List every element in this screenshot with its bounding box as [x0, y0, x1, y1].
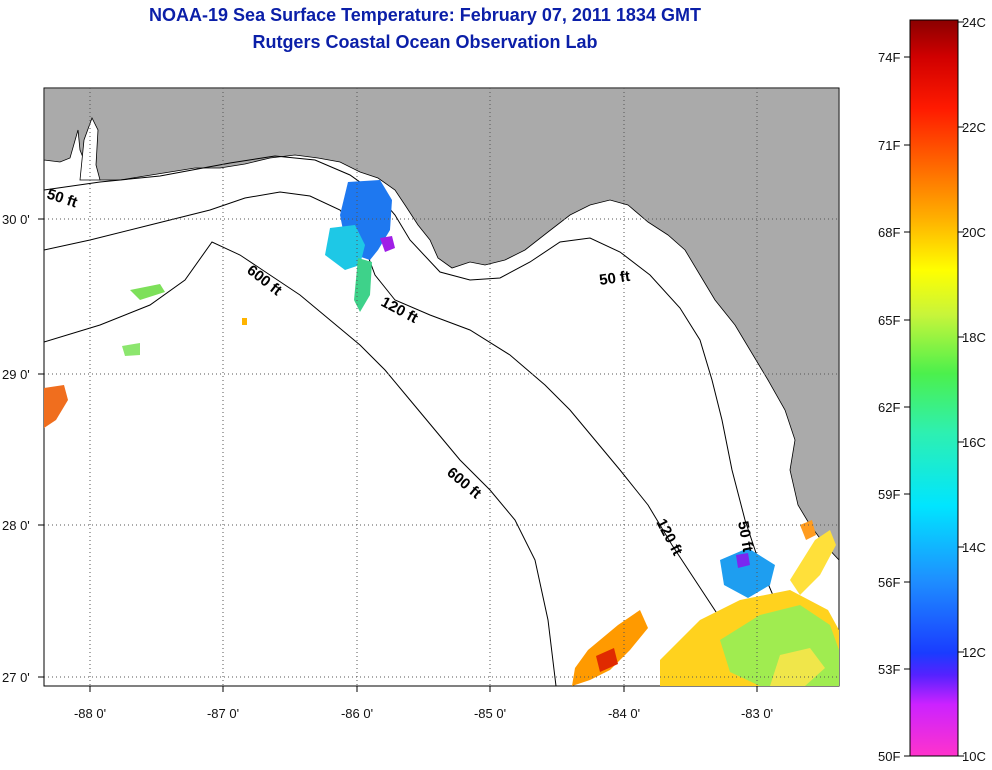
lat-tick-label: 28 0'	[2, 518, 30, 533]
colorbar-f-label: 62F	[878, 400, 900, 415]
grid-lines	[44, 88, 839, 686]
x-axis-ticks	[38, 218, 758, 692]
lat-tick-label: 29 0'	[2, 367, 30, 382]
colorbar-f-label: 71F	[878, 138, 900, 153]
lon-tick-label: -85 0'	[474, 706, 506, 721]
lon-tick-label: -84 0'	[608, 706, 640, 721]
contour-120ft	[44, 191, 761, 686]
colorbar-ticks	[904, 21, 964, 757]
colorbar-c-label: 16C	[962, 435, 986, 450]
contour-label: 50 ft	[734, 520, 756, 553]
colorbar-c-label: 22C	[962, 120, 986, 135]
colorbar	[909, 19, 959, 757]
colorbar-f-label: 50F	[878, 749, 900, 764]
colorbar-c-label: 20C	[962, 225, 986, 240]
colorbar-c-label: 12C	[962, 645, 986, 660]
contour-label: 50 ft	[598, 268, 631, 289]
colorbar-f-label: 68F	[878, 225, 900, 240]
lat-tick-label: 30 0'	[2, 212, 30, 227]
colorbar-f-label: 59F	[878, 487, 900, 502]
colorbar-c-label: 10C	[962, 749, 986, 764]
lon-tick-label: -83 0'	[741, 706, 773, 721]
colorbar-f-label: 53F	[878, 662, 900, 677]
colorbar-f-label: 74F	[878, 50, 900, 65]
lon-tick-label: -88 0'	[74, 706, 106, 721]
map-subtitle: Rutgers Coastal Ocean Observation Lab	[252, 32, 598, 52]
map-title: NOAA-19 Sea Surface Temperature: Februar…	[149, 5, 701, 25]
colorbar-c-label: 14C	[962, 540, 986, 555]
contour-50ft	[44, 155, 831, 686]
colorbar-f-label: 65F	[878, 313, 900, 328]
lon-tick-label: -87 0'	[207, 706, 239, 721]
colorbar-c-label: 24C	[962, 15, 986, 30]
contour-600ft	[44, 241, 557, 686]
colorbar-f-label: 56F	[878, 575, 900, 590]
land-area	[44, 88, 839, 561]
colorbar-c-label: 18C	[962, 330, 986, 345]
lon-tick-label: -86 0'	[341, 706, 373, 721]
lat-tick-label: 27 0'	[2, 670, 30, 685]
